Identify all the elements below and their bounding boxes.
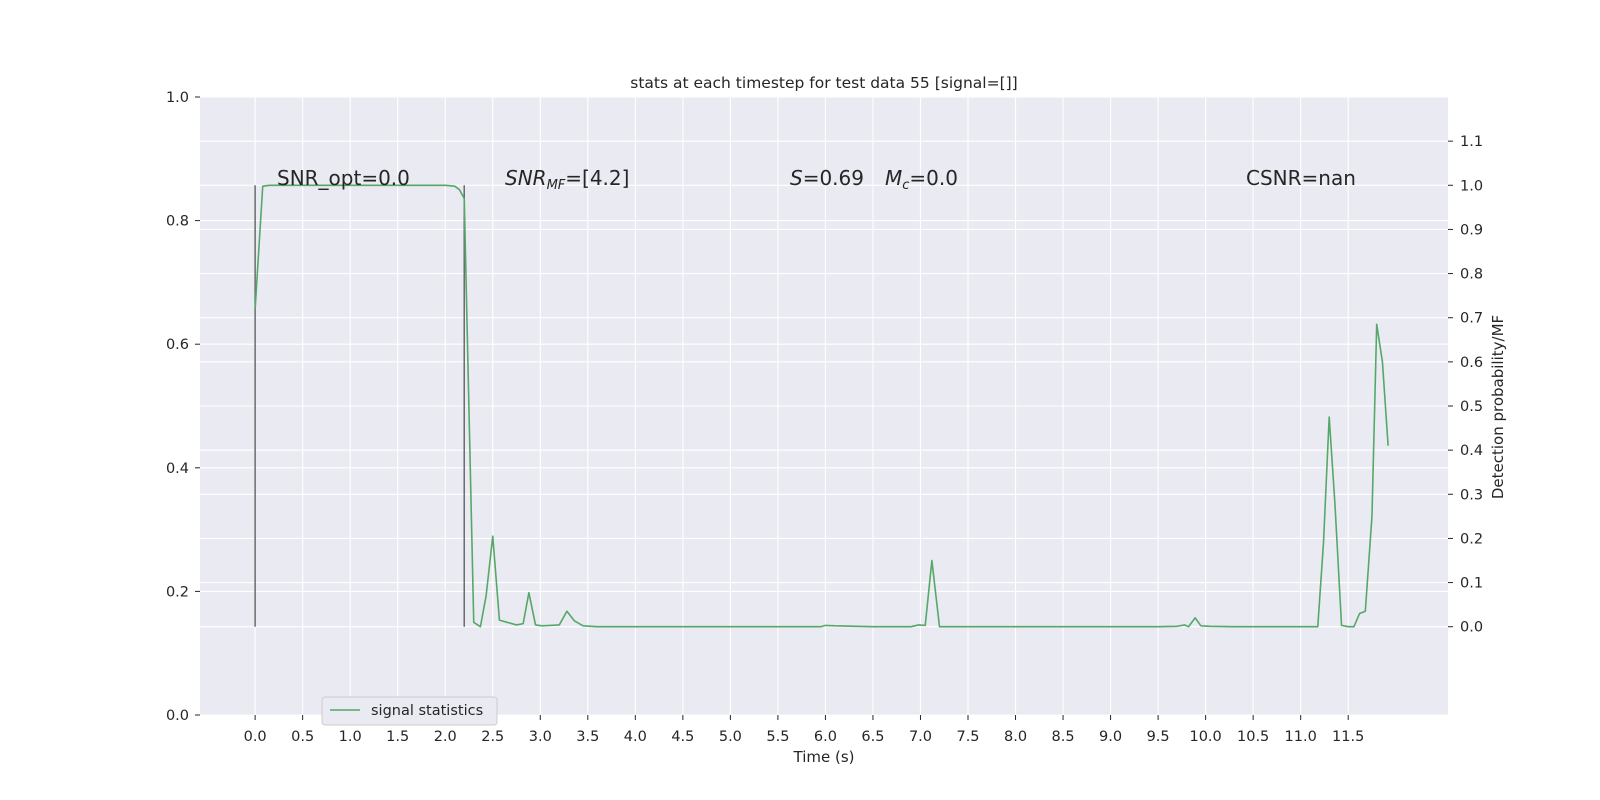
left-y-tick-label: 0.4 (166, 461, 189, 477)
x-tick-label: 1.0 (339, 729, 362, 745)
right-y-tick-label: 0.5 (1460, 399, 1483, 415)
right-y-tick-label: 1.0 (1460, 178, 1483, 194)
right-y-tick-label: 0.6 (1460, 355, 1483, 371)
x-tick-label: 10.0 (1189, 729, 1221, 745)
x-tick-label: 2.0 (434, 729, 457, 745)
x-tick-label: 7.0 (909, 729, 932, 745)
right-y-tick-label: 0.3 (1460, 487, 1483, 503)
right-y-tick-label: 0.1 (1460, 576, 1483, 592)
right-y-tick-label: 1.1 (1460, 134, 1483, 150)
legend-box (321, 696, 498, 726)
x-axis-label: Time (s) (793, 748, 855, 766)
x-tick-label: 8.0 (1004, 729, 1027, 745)
left-y-tick-label: 0.6 (166, 337, 189, 353)
annotation-csnr: CSNR=nan (1246, 166, 1356, 190)
x-tick-label: 8.5 (1052, 729, 1075, 745)
right-y-tick-label: 0.0 (1460, 620, 1483, 636)
annotation-s: S=0.69 (790, 166, 864, 190)
x-tick-label: 3.0 (529, 729, 552, 745)
x-tick-label: 1.5 (386, 729, 409, 745)
legend: signal statistics (321, 696, 498, 726)
x-tick-label: 6.0 (814, 729, 837, 745)
x-tick-label: 5.5 (766, 729, 789, 745)
x-tick-labels: 0.0 0.5 1.0 1.5 2.0 2.5 3.0 3.5 4.0 4.5 5.0 5.5 6.0 6… (244, 715, 1364, 745)
annotation-snr-mf: SNRMF=[4.2] (505, 166, 629, 193)
right-y-tick-label: 0.2 (1460, 531, 1483, 547)
left-y-tick-labels: 0.0 0.2 0.4 0.6 0.8 1.0 (166, 90, 200, 724)
left-y-tick-label: 0.8 (166, 214, 189, 230)
left-y-tick-label: 1.0 (166, 90, 189, 106)
x-tick-label: 3.5 (576, 729, 599, 745)
x-tick-label: 0.0 (244, 729, 267, 745)
legend-label: signal statistics (371, 703, 483, 719)
x-tick-label: 11.5 (1332, 729, 1364, 745)
x-tick-label: 4.5 (671, 729, 694, 745)
x-tick-label: 10.5 (1237, 729, 1269, 745)
annotation-mc: Mc=0.0 (885, 166, 958, 193)
right-y-axis-label: Detection probability/MF (1489, 315, 1507, 499)
right-y-gridlines (200, 140, 1448, 628)
x-tick-label: 9.0 (1099, 729, 1122, 745)
x-tick-label: 6.5 (861, 729, 884, 745)
right-y-tick-label: 0.7 (1460, 311, 1483, 327)
left-y-tick-label: 0.2 (166, 584, 189, 600)
x-tick-label: 7.5 (956, 729, 979, 745)
right-y-tick-label: 0.4 (1460, 443, 1483, 459)
x-tick-label: 9.5 (1147, 729, 1170, 745)
x-tick-label: 11.0 (1285, 729, 1317, 745)
x-tick-label: 4.0 (624, 729, 647, 745)
x-tick-label: 0.5 (291, 729, 314, 745)
right-y-tick-label: 0.8 (1460, 267, 1483, 283)
right-y-tick-label: 0.9 (1460, 222, 1483, 238)
chart-title: stats at each timestep for test data 55 … (630, 74, 1017, 92)
annotation-snr-opt: SNR_opt=0.0 (277, 166, 410, 190)
right-y-tick-labels: 0.0 0.1 0.2 0.3 0.4 0.5 0.6 0.7 0.8 0.9 1.0 1.1 (1448, 134, 1483, 636)
series-line-signal-statistics (254, 184, 1389, 628)
x-tick-label: 5.0 (719, 729, 742, 745)
left-y-tick-label: 0.0 (166, 708, 189, 724)
vertical-marker-lines (254, 185, 465, 627)
x-tick-label: 2.5 (481, 729, 504, 745)
